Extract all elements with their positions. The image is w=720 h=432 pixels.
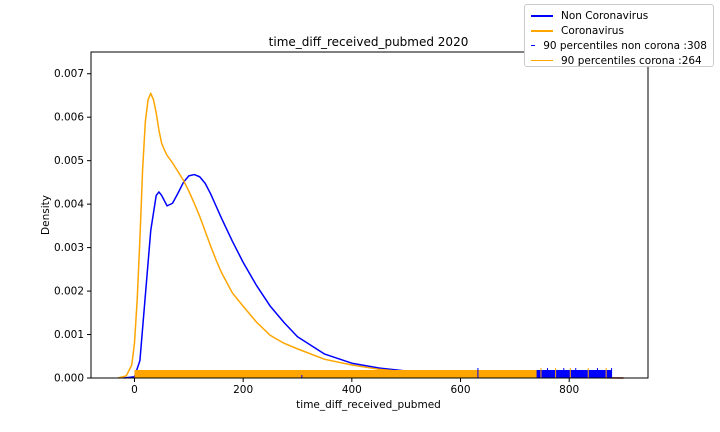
y-tick-label: 0.004 [54,199,84,211]
y-tick-label: 0.005 [54,155,84,167]
legend-item-percentile-corona: 90 percentiles corona :264 [531,53,707,68]
x-tick-label: 600 [450,384,470,396]
y-tick-label: 0.000 [54,373,84,385]
y-axis-label: Density [40,195,52,235]
legend-item-non-coronavirus: Non Coronavirus [531,8,707,23]
legend-label: 90 percentiles non corona :308 [543,39,707,52]
y-tick-label: 0.001 [54,329,84,341]
series-line-non-coronavirus [123,173,624,379]
legend-item-percentile-non-corona: 90 percentiles non corona :308 [531,38,707,53]
chart-title: time_diff_received_pubmed 2020 [269,35,469,49]
rug-layer [134,368,613,378]
legend: Non Coronavirus Coronavirus 90 percentil… [524,4,714,67]
axes-layer: 0 200 400 600 800 0.000 0.001 0.002 0.003 0.004 0.… [54,68,579,396]
x-tick-label: 0 [131,384,138,396]
y-tick-label: 0.003 [54,242,84,254]
curves-layer [117,92,624,379]
rug-band-non-coronavirus [536,370,612,378]
legend-swatch-coronavirus [531,29,553,32]
legend-swatch-percentile-corona [531,60,553,61]
legend-label: 90 percentiles corona :264 [561,54,702,67]
legend-swatch-percentile-non-corona [531,45,536,46]
legend-label: Coronavirus [561,24,624,37]
y-tick-label: 0.007 [54,68,84,80]
plot-frame [90,51,649,379]
x-tick-label: 200 [233,384,253,396]
y-tick-label: 0.002 [54,286,84,298]
legend-item-coronavirus: Coronavirus [531,23,707,38]
legend-swatch-non-coronavirus [531,14,553,17]
x-axis-label: time_diff_received_pubmed [296,399,441,411]
x-tick-label: 400 [342,384,362,396]
series-line-coronavirus [117,92,624,379]
rug-band-coronavirus [134,370,562,378]
x-tick-label: 800 [559,384,579,396]
legend-label: Non Coronavirus [561,9,649,22]
y-tick-label: 0.006 [54,112,84,124]
